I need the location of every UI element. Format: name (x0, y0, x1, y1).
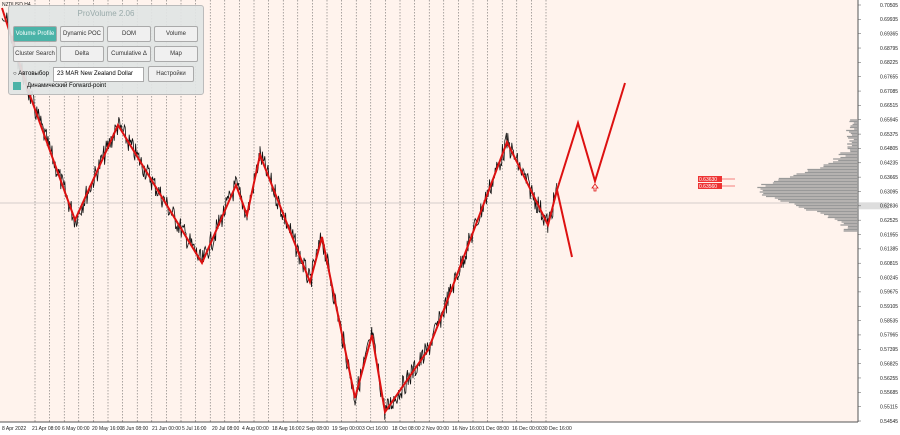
price-label: 0.55115 (880, 404, 898, 410)
panel-button[interactable]: DOM (107, 26, 151, 42)
panel-button[interactable]: Delta (60, 46, 104, 62)
zigzag (1, 7, 626, 415)
price-label: 0.61385 (880, 247, 898, 253)
price-label: 0.63665 (880, 175, 898, 181)
time-label: 2 Nov 00:00 (422, 426, 449, 432)
current-price-box (859, 202, 889, 210)
price-label: 0.65375 (880, 132, 898, 138)
time-label: 16 Dec 00:00 (512, 426, 542, 432)
time-label: 18 Oct 08:00 (392, 426, 421, 432)
panel-button[interactable]: Dynamic POC (60, 26, 104, 42)
time-label: 16 Nov 16:00 (452, 426, 482, 432)
panel-button[interactable]: Cluster Search (13, 46, 57, 62)
panel-button[interactable]: Cumulative Δ (107, 46, 151, 62)
price-label: 0.60245 (880, 275, 898, 281)
level-box (698, 176, 722, 182)
time-label: 4 Aug 00:00 (242, 426, 269, 432)
price-label: 0.68795 (880, 46, 898, 52)
price-label: 0.70505 (880, 3, 898, 9)
panel-button[interactable]: Map (154, 46, 198, 62)
price-label: 0.62525 (880, 218, 898, 224)
panel-button[interactable]: Volume (154, 26, 198, 42)
price-label: 0.61955 (880, 232, 898, 238)
price-label: 0.59105 (880, 304, 898, 310)
level-label: 0.63560 (699, 184, 717, 190)
provolume-panel: ProVolume 2.06 Volume Profile Dynamic POC… (8, 5, 204, 95)
forward-toggle[interactable] (13, 82, 21, 90)
price-label: 0.55685 (880, 390, 898, 396)
time-label: 5 Jul 16:00 (182, 426, 207, 432)
price-label: 0.64235 (880, 161, 898, 167)
price-label: 0.56255 (880, 376, 898, 382)
price-label: 0.69935 (880, 17, 898, 23)
zigzag-branch (556, 189, 573, 258)
current-price-label: 0.62836 (880, 204, 898, 210)
time-label: 19 Sep 00:00 (332, 426, 362, 432)
price-label: 0.57395 (880, 347, 898, 353)
time-label: 2 Sep 08:00 (302, 426, 329, 432)
price-label: 0.56825 (880, 361, 898, 367)
price-label: 0.58535 (880, 318, 898, 324)
price-label: 0.63095 (880, 189, 898, 195)
price-label: 0.54545 (880, 419, 898, 425)
panel-button[interactable]: Volume Profile (13, 26, 57, 42)
time-label: 30 Dec 16:00 (542, 426, 572, 432)
price-label: 0.69365 (880, 31, 898, 37)
price-label: 0.68225 (880, 60, 898, 66)
instrument-select[interactable]: 23 MAR New Zealand Dollar (52, 66, 144, 82)
level-box (698, 183, 722, 189)
time-label: 20 May 16:00 (92, 426, 123, 432)
price-label: 0.67085 (880, 89, 898, 95)
price-label: 0.64805 (880, 146, 898, 152)
time-label: 20 Jul 08:00 (212, 426, 239, 432)
price-label: 0.65945 (880, 118, 898, 124)
time-label: 18 Aug 16:00 (272, 426, 302, 432)
time-label: 8 Apr 2022 (2, 426, 26, 432)
auto-checkbox[interactable]: ○ Автовыбор (13, 71, 49, 77)
time-label: 1 Dec 08:00 (482, 426, 509, 432)
price-label: 0.57965 (880, 333, 898, 339)
time-label: 3 Oct 16:00 (362, 426, 388, 432)
axis-bg (858, 0, 900, 435)
price-label: 0.59675 (880, 290, 898, 296)
auto-label: Автовыбор (18, 71, 49, 77)
time-label: 21 Apr 08:00 (32, 426, 61, 432)
level-label: 0.63630 (699, 177, 717, 183)
price-label: 0.66515 (880, 103, 898, 109)
time-label: 8 Jun 08:00 (122, 426, 148, 432)
panel-title: ProVolume 2.06 (77, 9, 135, 18)
forward-label: Динамический Forward-point (27, 83, 107, 89)
time-label: 21 Jun 00:00 (152, 426, 181, 432)
time-label: 6 May 00:00 (62, 426, 90, 432)
instrument-row: ○ Автовыбор 23 MAR New Zealand Dollar На… (13, 66, 194, 82)
price-label: 0.60815 (880, 261, 898, 267)
arrow-marker (591, 183, 599, 192)
price-label: 0.67655 (880, 75, 898, 81)
settings-button[interactable]: Настройки (147, 66, 194, 82)
button-grid: Volume Profile Dynamic POC DOM Volume Cluste… (13, 26, 201, 62)
forward-row: Динамический Forward-point (13, 82, 106, 90)
